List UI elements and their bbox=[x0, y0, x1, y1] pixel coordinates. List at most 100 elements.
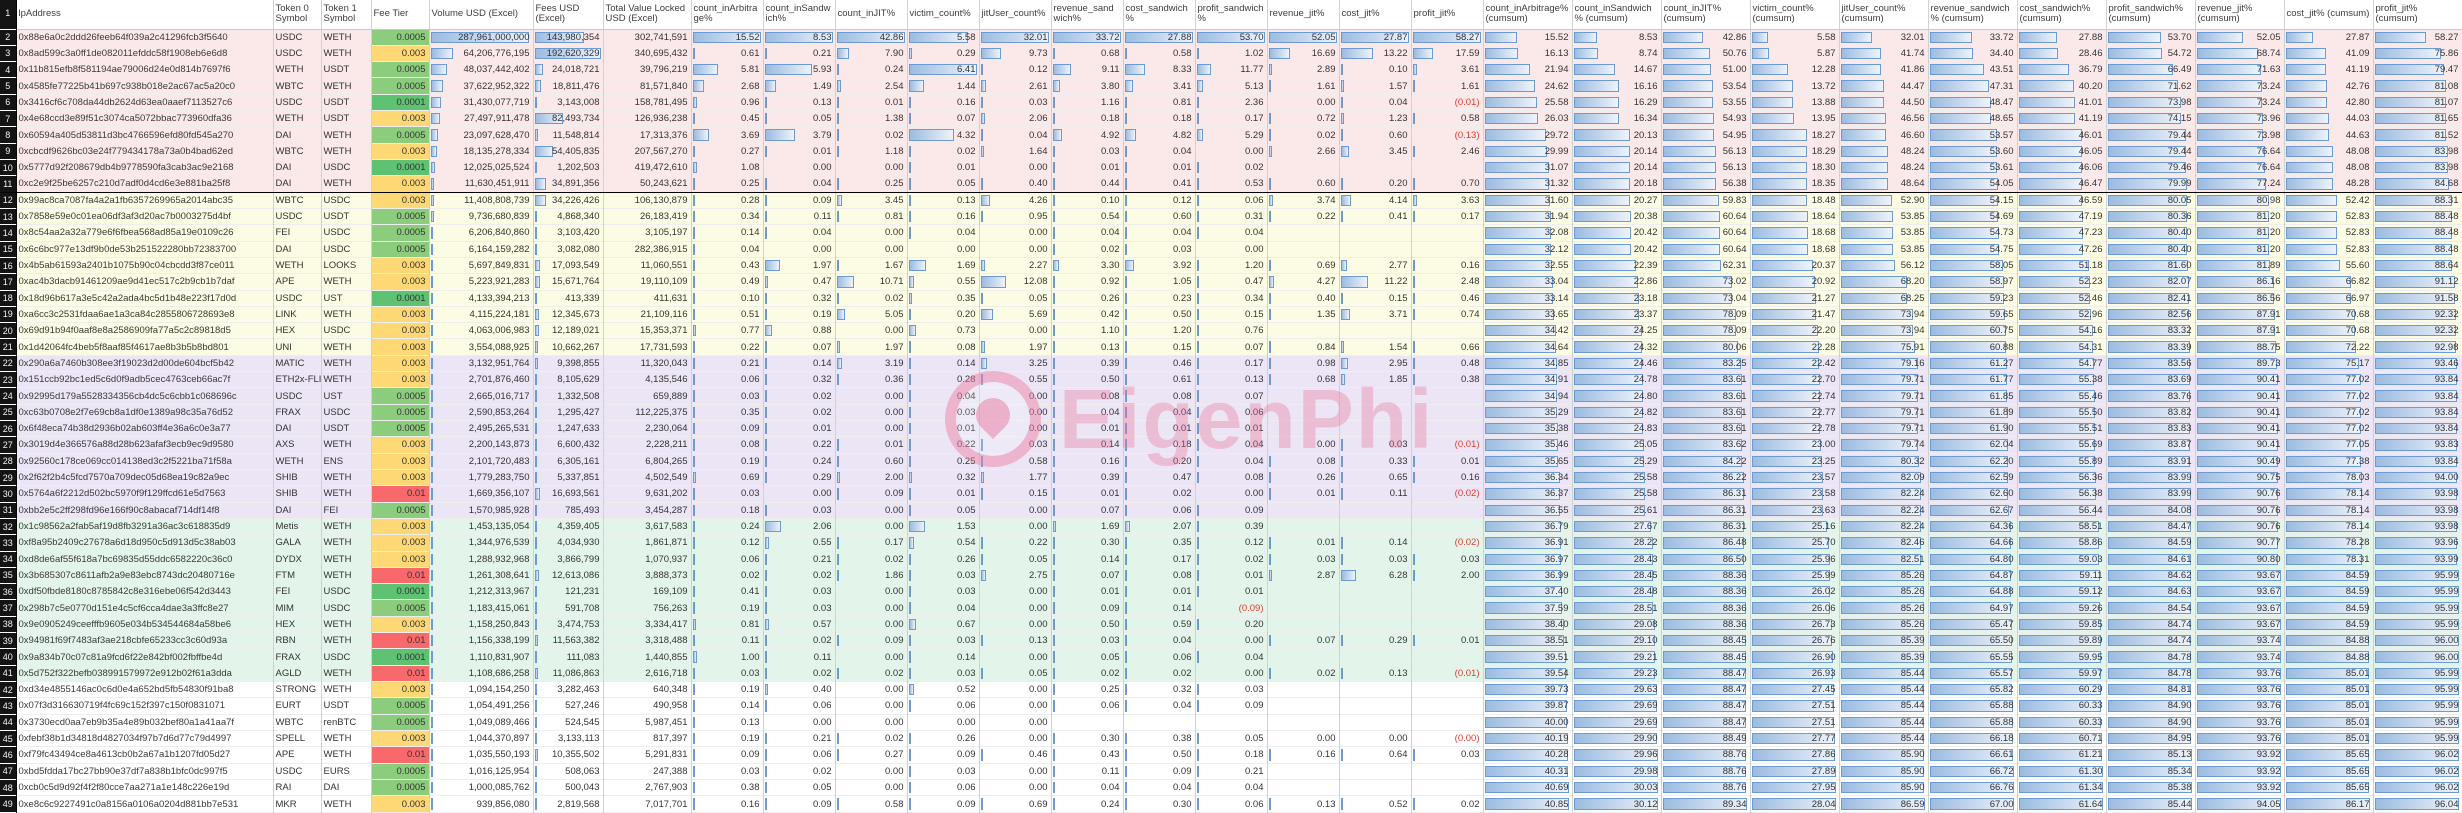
cell-lp-address[interactable]: 0x5777d92f208679db4b9778590fa3cab3ac9e21… bbox=[16, 159, 274, 177]
cell-metric-cumsum[interactable]: 79.44 bbox=[2106, 126, 2196, 144]
cell-metric-cumsum[interactable]: 95.99 bbox=[2373, 714, 2462, 731]
cell-metric-cumsum[interactable]: 85.65 bbox=[2284, 746, 2374, 764]
cell-metric[interactable]: 0.02 bbox=[1051, 241, 1124, 258]
cell-metric[interactable]: 1.67 bbox=[835, 257, 908, 275]
cell-metric-cumsum[interactable]: 55.46 bbox=[2017, 387, 2107, 405]
column-header[interactable]: jitUser_count% bbox=[979, 0, 1052, 30]
cell-metric-cumsum[interactable]: 18.68 bbox=[1750, 224, 1840, 242]
cell-metric-cumsum[interactable]: 29.69 bbox=[1572, 697, 1662, 715]
cell-metric[interactable]: 0.24 bbox=[763, 453, 836, 470]
cell-metric-cumsum[interactable]: 33.72 bbox=[1928, 29, 2018, 46]
cell-metric[interactable]: 0.14 bbox=[691, 224, 764, 242]
cell-metric-cumsum[interactable]: 86.31 bbox=[1661, 518, 1751, 536]
cell-metric[interactable]: 0.00 bbox=[979, 697, 1052, 715]
cell-metric[interactable]: 0.26 bbox=[1267, 469, 1340, 487]
cell-fees-usd[interactable]: 12,189,021 bbox=[533, 322, 604, 340]
cell-volume-usd[interactable]: 11,630,451,911 bbox=[429, 175, 534, 193]
cell-fees-usd[interactable]: 11,548,814 bbox=[533, 126, 604, 144]
cell-metric-cumsum[interactable]: 85.01 bbox=[2284, 714, 2374, 731]
cell-tvl-usd[interactable]: 81,571,840 bbox=[603, 77, 692, 95]
cell-metric[interactable]: 3.45 bbox=[1339, 143, 1412, 161]
cell-metric[interactable]: 0.18 bbox=[1051, 110, 1124, 128]
cell-lp-address[interactable]: 0x94981f69f7483af3ae218cbfe65233cc3c60d9… bbox=[16, 632, 274, 650]
cell-metric[interactable]: 0.06 bbox=[907, 779, 980, 797]
cell-metric-cumsum[interactable]: 40.20 bbox=[2017, 77, 2107, 95]
cell-metric[interactable]: 0.50 bbox=[1123, 746, 1196, 764]
cell-metric-cumsum[interactable]: 85.90 bbox=[1839, 746, 1929, 764]
cell-fee-tier[interactable]: 0.003 bbox=[371, 192, 430, 209]
cell-metric-cumsum[interactable]: 84.88 bbox=[2284, 648, 2374, 666]
cell-token0-symbol[interactable]: ETH2x-FLI bbox=[273, 371, 322, 389]
cell-fees-usd[interactable]: 3,103,420 bbox=[533, 224, 604, 242]
cell-metric-cumsum[interactable]: 88.47 bbox=[1661, 714, 1751, 731]
cell-token0-symbol[interactable]: MIM bbox=[273, 599, 322, 617]
cell-metric-cumsum[interactable]: 66.49 bbox=[2106, 61, 2196, 79]
cell-metric[interactable]: 0.27 bbox=[835, 746, 908, 764]
cell-metric[interactable]: 0.00 bbox=[835, 502, 908, 519]
cell-token1-symbol[interactable]: WETH bbox=[321, 77, 372, 95]
cell-token1-symbol[interactable]: USDC bbox=[321, 159, 372, 177]
cell-token0-symbol[interactable]: FEI bbox=[273, 583, 322, 601]
cell-fee-tier[interactable]: 0.003 bbox=[371, 257, 430, 275]
cell-metric-cumsum[interactable]: 71.63 bbox=[2195, 61, 2285, 79]
cell-metric[interactable]: 0.03 bbox=[763, 583, 836, 601]
cell-tvl-usd[interactable]: 1,440,855 bbox=[603, 648, 692, 666]
cell-lp-address[interactable]: 0xfebf38b1d34818d4827034f97b7d6d77c79d49… bbox=[16, 730, 274, 748]
cell-metric[interactable]: 0.60 bbox=[1339, 126, 1412, 144]
cell-lp-address[interactable]: 0x298b7c5e0770d151e4c5cf6cca4dae3a3ffc8e… bbox=[16, 599, 274, 617]
row-number[interactable]: 10 bbox=[0, 159, 17, 177]
cell-metric-cumsum[interactable]: 93.99 bbox=[2373, 551, 2462, 568]
cell-metric[interactable]: 0.20 bbox=[1123, 453, 1196, 470]
cell-metric-cumsum[interactable]: 86.31 bbox=[1661, 502, 1751, 519]
cell-metric[interactable]: 0.02 bbox=[907, 143, 980, 161]
cell-metric-cumsum[interactable]: 65.50 bbox=[1928, 632, 2018, 650]
cell-metric[interactable]: 0.29 bbox=[763, 469, 836, 487]
cell-token1-symbol[interactable]: USDT bbox=[321, 420, 372, 438]
cell-metric[interactable]: 0.36 bbox=[835, 371, 908, 389]
cell-metric[interactable]: 0.55 bbox=[979, 371, 1052, 389]
cell-metric[interactable]: 0.34 bbox=[1195, 290, 1268, 307]
cell-token0-symbol[interactable]: DAI bbox=[273, 126, 322, 144]
cell-metric[interactable]: 0.00 bbox=[763, 485, 836, 503]
cell-tvl-usd[interactable]: 247,388 bbox=[603, 763, 692, 780]
cell-metric[interactable]: 0.06 bbox=[1123, 648, 1196, 666]
cell-metric-cumsum[interactable]: 90.80 bbox=[2195, 551, 2285, 568]
cell-lp-address[interactable]: 0x2f62f2b4c5fcd7570a709dec05d68ea19c82a9… bbox=[16, 469, 274, 487]
cell-lp-address[interactable]: 0xf79fc43494ce8a4613cb0b2a67a1b1207fd05d… bbox=[16, 746, 274, 764]
column-header[interactable]: count_inArbitrage% (cumsum) bbox=[1483, 0, 1573, 30]
cell-metric-cumsum[interactable]: 62.20 bbox=[1928, 453, 2018, 470]
cell-metric-cumsum[interactable]: 93.76 bbox=[2195, 730, 2285, 748]
cell-metric[interactable]: 2.48 bbox=[1411, 273, 1484, 291]
cell-token1-symbol[interactable]: WETH bbox=[321, 306, 372, 324]
cell-metric-cumsum[interactable]: 14.67 bbox=[1572, 61, 1662, 79]
cell-metric[interactable]: 0.17 bbox=[835, 534, 908, 552]
cell-metric-cumsum[interactable]: 77.02 bbox=[2284, 404, 2374, 422]
cell-metric[interactable]: 0.01 bbox=[907, 485, 980, 503]
cell-lp-address[interactable]: 0xd34e4855146ac0c6d0e4a652bd5fb54830f91b… bbox=[16, 681, 274, 699]
cell-metric-cumsum[interactable]: 55.60 bbox=[2284, 257, 2374, 275]
cell-metric[interactable]: 0.47 bbox=[1123, 469, 1196, 487]
cell-metric[interactable]: 0.51 bbox=[691, 306, 764, 324]
cell-metric-cumsum[interactable]: 53.70 bbox=[2106, 29, 2196, 46]
cell-metric-cumsum[interactable]: 88.36 bbox=[1661, 567, 1751, 585]
cell-metric-cumsum[interactable]: 46.01 bbox=[2017, 126, 2107, 144]
cell-fees-usd[interactable]: 3,282,463 bbox=[533, 681, 604, 699]
cell-metric-cumsum[interactable]: 34.42 bbox=[1483, 322, 1573, 340]
cell-metric-cumsum[interactable]: 73.98 bbox=[2106, 94, 2196, 112]
cell-metric-cumsum[interactable]: 41.09 bbox=[2284, 45, 2374, 63]
cell-metric[interactable]: 0.06 bbox=[1195, 192, 1268, 209]
cell-metric[interactable]: 0.60 bbox=[1123, 208, 1196, 226]
cell-metric[interactable]: 0.10 bbox=[1339, 61, 1412, 79]
cell-metric[interactable]: 0.10 bbox=[691, 290, 764, 307]
cell-metric-cumsum[interactable]: 84.08 bbox=[2106, 502, 2196, 519]
cell-metric-cumsum[interactable]: 33.14 bbox=[1483, 290, 1573, 307]
cell-metric-cumsum[interactable]: 20.13 bbox=[1572, 126, 1662, 144]
cell-metric-cumsum[interactable]: 93.98 bbox=[2373, 485, 2462, 503]
cell-metric-cumsum[interactable]: 54.77 bbox=[2017, 355, 2107, 373]
cell-metric[interactable] bbox=[1339, 583, 1412, 601]
cell-metric[interactable]: 10.71 bbox=[835, 273, 908, 291]
cell-metric[interactable]: 0.03 bbox=[691, 387, 764, 405]
cell-metric-cumsum[interactable]: 75.86 bbox=[2373, 45, 2462, 63]
cell-metric-cumsum[interactable]: 83.61 bbox=[1661, 371, 1751, 389]
cell-metric[interactable]: 0.03 bbox=[1195, 681, 1268, 699]
